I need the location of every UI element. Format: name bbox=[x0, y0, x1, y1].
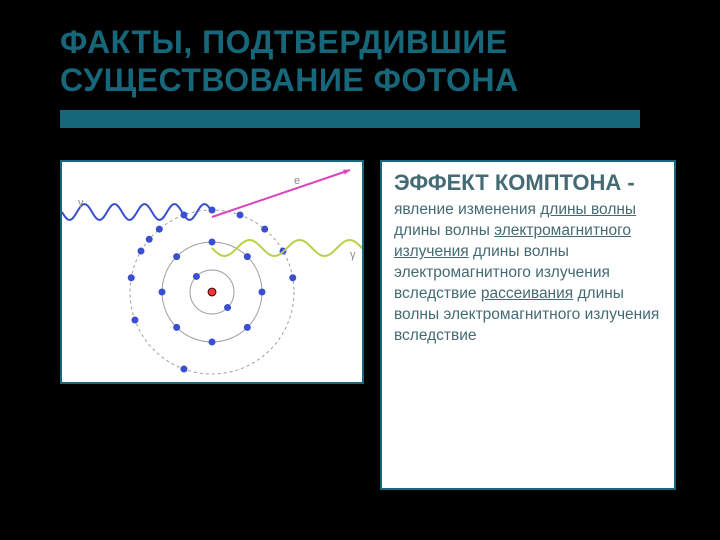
desc-link-scattering[interactable]: рассеивания bbox=[481, 285, 573, 302]
electron-dot bbox=[180, 366, 187, 373]
electron-dot bbox=[173, 253, 180, 260]
electron-dot bbox=[224, 304, 231, 311]
desc-link-wavelength[interactable]: длины волны bbox=[540, 201, 636, 218]
electron-dot bbox=[261, 226, 268, 233]
nucleus bbox=[208, 288, 216, 296]
label-gamma-in: γ bbox=[78, 197, 84, 209]
electron-dot bbox=[259, 289, 266, 296]
electron-dot bbox=[209, 339, 216, 346]
incoming-photon-wave bbox=[62, 204, 212, 220]
desc-text-2: длины волны bbox=[394, 222, 494, 239]
page-title: ФАКТЫ, ПОДТВЕРДИВШИЕ СУЩЕСТВОВАНИЕ ФОТОН… bbox=[60, 24, 660, 100]
compton-diagram: γ e γ bbox=[62, 162, 362, 382]
electron-dot bbox=[193, 273, 200, 280]
electron-dot bbox=[131, 317, 138, 324]
electron-dot bbox=[173, 324, 180, 331]
diagram-panel: γ e γ bbox=[60, 160, 364, 384]
electron-dot bbox=[244, 253, 251, 260]
electron-dot bbox=[289, 274, 296, 281]
electron-dot bbox=[159, 289, 166, 296]
desc-text-1: явление изменения bbox=[394, 201, 540, 218]
electron-dot bbox=[209, 239, 216, 246]
electron-dot bbox=[128, 274, 135, 281]
description-panel: ЭФФЕКТ КОМПТОНА - явление изменения длин… bbox=[380, 160, 676, 490]
title-underline bbox=[60, 110, 640, 128]
label-gamma-out: γ bbox=[350, 249, 356, 261]
electron-dot bbox=[156, 226, 163, 233]
description-body: явление изменения длины волны длины волн… bbox=[394, 200, 662, 346]
electron-dot bbox=[244, 324, 251, 331]
ejected-electron-arrow bbox=[212, 170, 350, 217]
electron-dot bbox=[146, 236, 153, 243]
description-title: ЭФФЕКТ КОМПТОНА - bbox=[394, 170, 662, 196]
ejected-electron-arrowhead bbox=[343, 169, 350, 174]
scattered-photon-wave bbox=[212, 240, 362, 256]
label-electron: e bbox=[294, 175, 300, 187]
electron-dot bbox=[137, 248, 144, 255]
electron-dot bbox=[237, 211, 244, 218]
